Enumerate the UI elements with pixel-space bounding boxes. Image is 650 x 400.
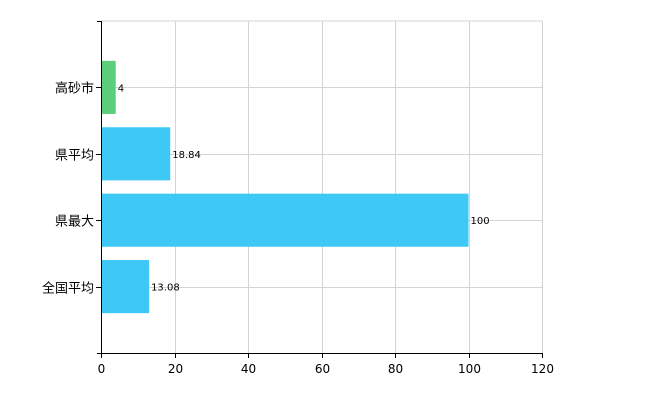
bar-value-label-0: 4	[118, 83, 124, 94]
category-label-0: 高砂市	[55, 81, 94, 97]
category-label-2: 県最大	[55, 215, 94, 230]
bar-2	[101, 193, 469, 247]
bar-0	[101, 60, 116, 114]
bar-3	[101, 260, 150, 314]
bar-value-label-3: 13.08	[151, 283, 180, 294]
bars-group	[101, 60, 469, 314]
bar-1	[101, 127, 171, 181]
labels-group: 4 18.84 100 13.08 0 20 40 60 80 100 120 高砂市県平均県最大全国…	[42, 81, 554, 377]
category-label-3: 全国平均	[42, 281, 94, 297]
x-tick-label-2: 40	[241, 362, 256, 376]
category-label-1: 県平均	[55, 149, 94, 164]
x-tick-label-0: 0	[98, 362, 106, 376]
x-tick-label-5: 100	[458, 362, 481, 376]
x-tick-label-3: 60	[315, 362, 330, 376]
bar-value-label-1: 18.84	[172, 150, 201, 161]
x-tick-label-4: 80	[388, 362, 403, 376]
axes-group	[96, 21, 543, 358]
x-tick-label-6: 120	[531, 362, 554, 376]
bar-value-label-2: 100	[471, 216, 490, 227]
x-tick-label-1: 20	[168, 362, 183, 376]
grid-lines	[101, 20, 543, 353]
